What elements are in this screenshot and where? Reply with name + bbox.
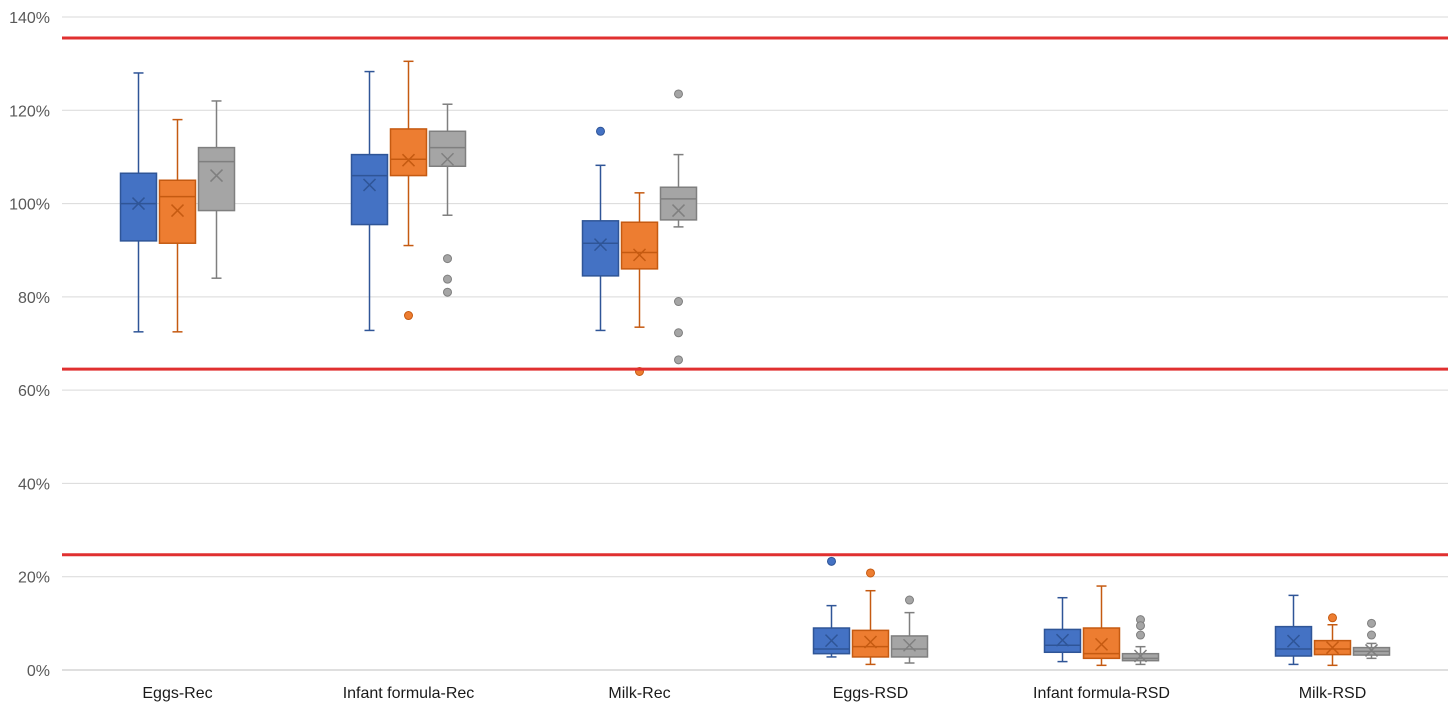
mean-marker bbox=[170, 204, 185, 218]
mean-marker bbox=[863, 635, 878, 649]
y-tick-label: 100% bbox=[9, 197, 50, 214]
category-label: Eggs-RSD bbox=[833, 685, 909, 702]
outlier-point bbox=[674, 89, 683, 99]
y-tick-label: 120% bbox=[9, 103, 50, 120]
category-label: Milk-RSD bbox=[1299, 685, 1367, 702]
outlier-point bbox=[1367, 618, 1376, 628]
box-0-4 bbox=[1043, 596, 1082, 663]
box-iqr bbox=[581, 220, 620, 277]
box-1-2 bbox=[620, 192, 659, 376]
outlier-point bbox=[1367, 630, 1376, 640]
box-0-5 bbox=[1274, 594, 1313, 666]
outlier-point bbox=[905, 595, 914, 605]
box-1-0 bbox=[158, 118, 197, 333]
category-label: Eggs-Rec bbox=[142, 685, 212, 702]
mean-marker bbox=[209, 169, 224, 183]
mean-marker bbox=[362, 178, 377, 192]
mean-marker bbox=[1133, 649, 1148, 663]
gridlines bbox=[62, 16, 1448, 671]
outlier-point bbox=[674, 355, 683, 365]
mean-marker bbox=[131, 197, 146, 211]
box-0-1 bbox=[350, 70, 389, 332]
outlier-point bbox=[827, 556, 836, 566]
x-axis-category-labels: Eggs-Rec Infant formula-Rec Milk-Rec Eggs-R… bbox=[142, 685, 1366, 702]
outlier-point bbox=[404, 311, 413, 321]
category-label: Infant formula-Rec bbox=[343, 685, 475, 702]
outlier-point bbox=[674, 328, 683, 338]
mean-marker bbox=[824, 634, 839, 648]
outlier-point bbox=[596, 126, 605, 136]
y-tick-label: 80% bbox=[18, 290, 50, 307]
box-iqr bbox=[389, 128, 428, 177]
category-label: Infant formula-RSD bbox=[1033, 685, 1170, 702]
outlier-point bbox=[1328, 613, 1337, 623]
series-group bbox=[197, 89, 1391, 666]
reference-lines bbox=[62, 36, 1448, 557]
box-iqr bbox=[197, 146, 236, 212]
box-0-3 bbox=[812, 556, 851, 658]
box-iqr bbox=[890, 635, 929, 658]
box-1-5 bbox=[1313, 613, 1352, 667]
outlier-point bbox=[674, 297, 683, 307]
box-iqr bbox=[350, 153, 389, 226]
mean-marker bbox=[902, 638, 917, 652]
box-2-3 bbox=[890, 595, 929, 664]
box-iqr bbox=[158, 179, 197, 244]
y-tick-label: 0% bbox=[27, 663, 50, 680]
outlier-point bbox=[443, 274, 452, 284]
box-2-0 bbox=[197, 100, 236, 279]
outlier-point bbox=[1136, 621, 1145, 631]
y-axis-tick-labels: 0% 20% 40% 60% 80% 100% 120% 140% bbox=[9, 10, 50, 680]
mean-marker bbox=[632, 248, 647, 262]
box-2-4 bbox=[1121, 615, 1160, 666]
mean-marker bbox=[1325, 641, 1340, 655]
y-tick-label: 140% bbox=[9, 10, 50, 27]
category-label: Milk-Rec bbox=[608, 685, 670, 702]
box-2-5 bbox=[1352, 618, 1391, 660]
box-1-1 bbox=[389, 60, 428, 321]
y-tick-label: 20% bbox=[18, 570, 50, 587]
y-tick-label: 40% bbox=[18, 476, 50, 493]
mean-marker bbox=[671, 204, 686, 218]
y-tick-label: 60% bbox=[18, 383, 50, 400]
mean-marker bbox=[401, 153, 416, 167]
box-iqr bbox=[851, 629, 890, 658]
box-iqr bbox=[119, 172, 158, 242]
box-series bbox=[119, 60, 1391, 667]
series-group bbox=[119, 70, 1313, 666]
box-1-4 bbox=[1082, 585, 1121, 667]
outlier-point bbox=[443, 254, 452, 264]
box-2-2 bbox=[659, 89, 698, 365]
box-2-1 bbox=[428, 103, 467, 297]
outlier-point bbox=[443, 287, 452, 297]
box-iqr bbox=[620, 221, 659, 270]
box-iqr bbox=[659, 186, 698, 221]
box-0-2 bbox=[581, 126, 620, 332]
mean-marker bbox=[1286, 634, 1301, 648]
series-group bbox=[158, 60, 1352, 667]
mean-marker bbox=[1364, 643, 1379, 657]
outlier-point bbox=[866, 568, 875, 578]
mean-marker bbox=[593, 238, 608, 252]
mean-marker bbox=[1094, 637, 1109, 651]
box-iqr bbox=[1121, 652, 1160, 662]
mean-marker bbox=[1055, 633, 1070, 647]
box-0-0 bbox=[119, 72, 158, 333]
mean-marker bbox=[440, 152, 455, 166]
box-1-3 bbox=[851, 568, 890, 666]
box-iqr bbox=[428, 130, 467, 168]
outlier-point bbox=[1136, 630, 1145, 640]
